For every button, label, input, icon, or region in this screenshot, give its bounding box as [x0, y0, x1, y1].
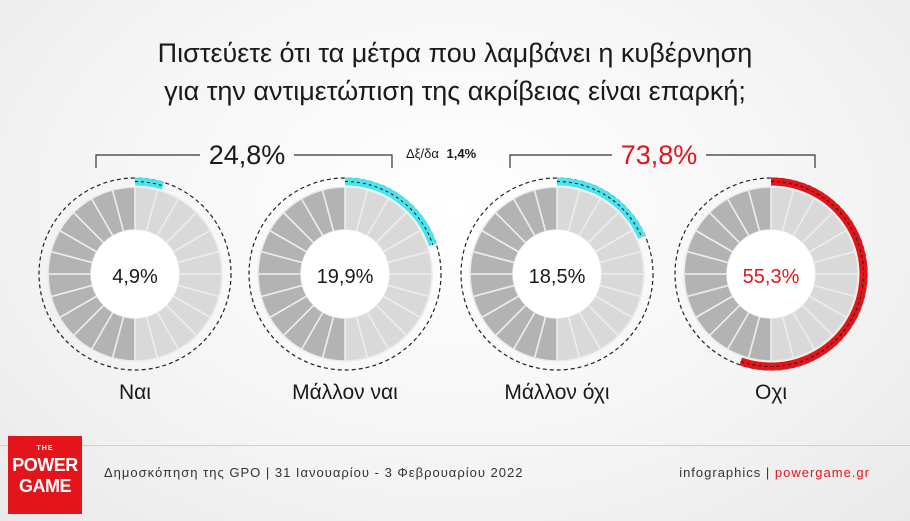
value-arc-dash	[556, 181, 643, 238]
svg-text:Δξ/δα 1,4%: Δξ/δα 1,4%	[406, 146, 477, 161]
donut-hole	[301, 230, 389, 318]
footer-divider	[0, 445, 910, 446]
value-arc-dash	[740, 181, 864, 367]
category-label: Μάλλον ναι	[292, 381, 398, 404]
dont-know-value: 1,4%	[447, 146, 477, 161]
title-line-2: για την αντιμετώπιση της ακρίβειας είναι…	[164, 76, 746, 106]
source-note: Δημοσκόπηση της GPO | 31 Ιανουαρίου - 3 …	[104, 465, 524, 480]
value-arc-dash	[134, 181, 164, 187]
category-label: Μάλλον όχι	[504, 381, 609, 404]
category-label: Οχι	[755, 381, 787, 404]
credit-note: infographics | powergame.gr	[679, 465, 870, 480]
no-total-label: 73,8%	[621, 140, 698, 170]
category-label: Ναι	[119, 381, 151, 404]
credit-prefix: infographics |	[679, 465, 775, 480]
title-line-1: Πιστεύετε ότι τα μέτρα που λαμβάνει η κυ…	[157, 38, 753, 68]
dont-know-text: Δξ/δα	[406, 146, 439, 161]
donut-3: 18,5% Μάλλον όχι	[460, 177, 654, 404]
dont-know-label: Δξ/δα 1,4%	[406, 146, 477, 161]
value-label: 19,9%	[317, 266, 374, 288]
donut-1: 4,9% Ναι	[38, 177, 232, 404]
credit-link[interactable]: powergame.gr	[774, 465, 870, 480]
value-arc-dash	[344, 181, 434, 246]
value-label: 18,5%	[529, 266, 586, 288]
value-label: 4,9%	[112, 266, 158, 288]
chart-title: Πιστεύετε ότι τα μέτρα που λαμβάνει η κυ…	[0, 34, 910, 110]
yes-group-bracket: 24,8%	[95, 140, 393, 170]
no-group-bracket: 73,8%	[509, 140, 816, 170]
donut-hole	[91, 230, 179, 318]
donut-2: 19,9% Μάλλον ναι	[248, 177, 442, 404]
donut-hole	[513, 230, 601, 318]
donut-4: 55,3% Οχι	[674, 177, 868, 404]
powergame-logo: THE POWER GAME	[8, 436, 82, 514]
donut-hole	[727, 230, 815, 318]
yes-total-label: 24,8%	[209, 140, 286, 170]
value-label: 55,3%	[743, 266, 800, 288]
